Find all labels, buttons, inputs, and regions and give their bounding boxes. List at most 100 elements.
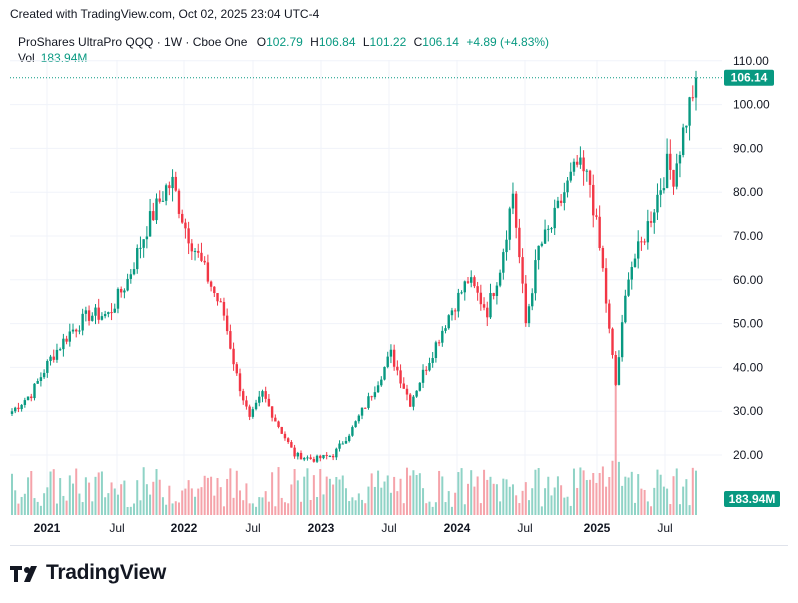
candle	[30, 396, 33, 399]
candle	[425, 369, 428, 371]
candle	[319, 455, 322, 459]
volume-bar	[643, 489, 646, 515]
volume-bar	[537, 468, 540, 515]
candle	[640, 241, 643, 243]
volume-bar	[576, 487, 579, 515]
volume-bar	[357, 493, 360, 515]
volume-bar	[361, 499, 364, 515]
volume-bar	[319, 469, 322, 515]
candle	[373, 392, 377, 398]
candle	[238, 373, 242, 392]
candle	[52, 356, 55, 360]
volume-bar	[630, 471, 633, 515]
candle	[604, 268, 608, 304]
volume-bar	[155, 469, 158, 515]
volume-bar	[283, 502, 286, 515]
candle	[412, 396, 415, 407]
candle	[303, 458, 306, 460]
candle	[296, 452, 300, 457]
candle	[258, 396, 261, 403]
volume-bar	[46, 487, 49, 515]
volume-bar	[206, 477, 209, 515]
candle	[360, 407, 364, 416]
candle	[283, 433, 287, 439]
candle	[248, 406, 251, 417]
chart-frame-bottom	[10, 545, 788, 546]
volume-bar	[566, 496, 569, 515]
candle	[174, 176, 177, 191]
candle	[402, 383, 405, 389]
volume-bar	[116, 494, 119, 515]
candle	[219, 301, 222, 303]
volume-bar	[133, 503, 136, 515]
volume-bar	[444, 502, 447, 515]
volume-bar	[129, 506, 132, 515]
volume-bar	[312, 475, 315, 515]
volume-bar	[49, 471, 52, 515]
y-tick-label: 100.00	[733, 98, 770, 112]
last-volume-label: 183.94M	[729, 492, 776, 506]
volume-bar	[470, 470, 473, 515]
volume-bar	[65, 500, 68, 515]
candle	[197, 250, 200, 253]
volume-bar	[332, 484, 335, 515]
x-tick-label: Jul	[517, 521, 532, 535]
volume-bar	[149, 494, 152, 515]
volume-bar	[672, 476, 675, 515]
volume-bar	[316, 497, 319, 515]
candle	[396, 366, 399, 371]
candle	[325, 454, 328, 456]
candle	[33, 383, 36, 399]
candle	[505, 239, 508, 253]
volume-bar	[528, 500, 531, 515]
volume-bar	[145, 484, 148, 515]
volume-bar	[544, 488, 547, 515]
candle	[620, 322, 624, 358]
close-label: C	[413, 35, 423, 49]
volume-bar	[553, 487, 556, 515]
volume-bar	[14, 490, 17, 515]
volume-bar	[499, 501, 502, 515]
candle	[389, 349, 393, 357]
volume-bar	[605, 486, 608, 515]
x-tick-label: Jul	[245, 521, 260, 535]
volume-bar	[17, 503, 20, 515]
volume-bar	[100, 471, 103, 515]
candle	[678, 154, 682, 164]
candle	[428, 362, 431, 371]
candle	[23, 400, 27, 405]
candle	[344, 440, 348, 444]
volume-legend: Vol 183.94M	[18, 51, 87, 65]
candle	[550, 228, 553, 230]
volume-bar	[666, 488, 669, 515]
candle	[563, 192, 566, 203]
volume-bar	[341, 475, 344, 515]
volume-bar	[229, 468, 232, 515]
volume-bar	[168, 485, 171, 515]
volume-bar	[415, 475, 418, 515]
y-tick-label: 40.00	[733, 360, 763, 374]
symbol-title: ProShares UltraPro QQQ · 1W · Cboe One	[18, 35, 248, 49]
candle	[649, 221, 653, 223]
candle	[264, 391, 267, 399]
volume-bar	[300, 501, 303, 515]
candle	[107, 312, 110, 315]
volume-bar	[84, 477, 87, 515]
candle	[415, 390, 418, 397]
volume-bar	[563, 497, 566, 515]
volume-bar	[142, 467, 145, 515]
y-tick-label: 80.00	[733, 185, 763, 199]
candle	[588, 170, 592, 185]
volume-bar	[107, 493, 110, 515]
candle	[508, 208, 511, 240]
candle	[312, 458, 316, 462]
candle	[322, 454, 325, 459]
volume-bar	[210, 476, 213, 515]
volume-bar	[505, 479, 508, 515]
volume-bar	[139, 500, 142, 515]
y-tick-label: 90.00	[733, 141, 763, 155]
candle	[119, 288, 123, 293]
candle	[100, 316, 104, 320]
candle	[87, 310, 91, 321]
